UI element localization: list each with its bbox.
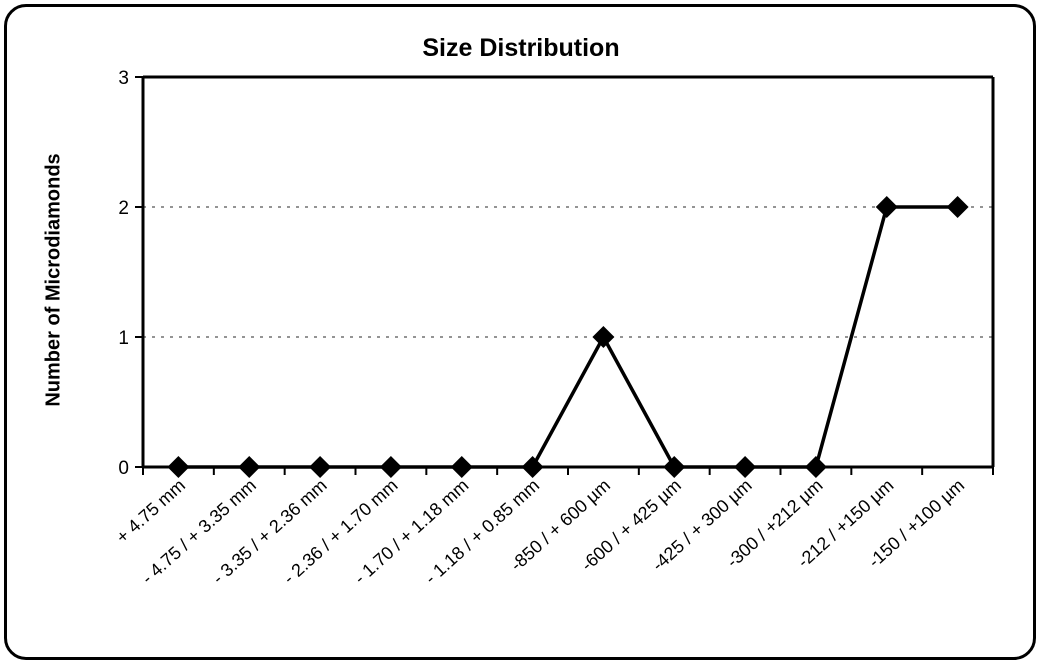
y-tick-label-3: 3 bbox=[118, 68, 129, 89]
series-line bbox=[178, 205, 958, 469]
y-tick-label-2: 2 bbox=[118, 198, 129, 219]
y-tick-label-0: 0 bbox=[118, 458, 129, 479]
series-polyline bbox=[178, 205, 958, 469]
axes bbox=[135, 75, 995, 475]
data-point-0 bbox=[167, 456, 190, 478]
data-point-11 bbox=[946, 196, 969, 218]
data-point-2 bbox=[309, 456, 332, 478]
data-point-3 bbox=[379, 456, 402, 478]
data-point-5 bbox=[521, 456, 544, 478]
data-point-9 bbox=[804, 456, 827, 478]
data-point-1 bbox=[238, 456, 261, 478]
y-tick-labels: 0 1 2 3 bbox=[118, 68, 129, 479]
y-tick-label-1: 1 bbox=[118, 328, 129, 349]
data-point-7 bbox=[663, 456, 686, 478]
data-point-8 bbox=[734, 456, 757, 478]
gridlines bbox=[143, 206, 993, 338]
series-markers bbox=[167, 196, 969, 478]
x-tick-labels: + 4.75 mm- 4.75 / + 3.35 mm- 3.35 / + 2.… bbox=[112, 475, 968, 588]
chart-title: Size Distribution bbox=[422, 34, 620, 62]
data-point-10 bbox=[875, 196, 898, 218]
chart-frame bbox=[4, 4, 1036, 660]
data-point-6 bbox=[592, 326, 615, 348]
data-point-4 bbox=[450, 456, 473, 478]
